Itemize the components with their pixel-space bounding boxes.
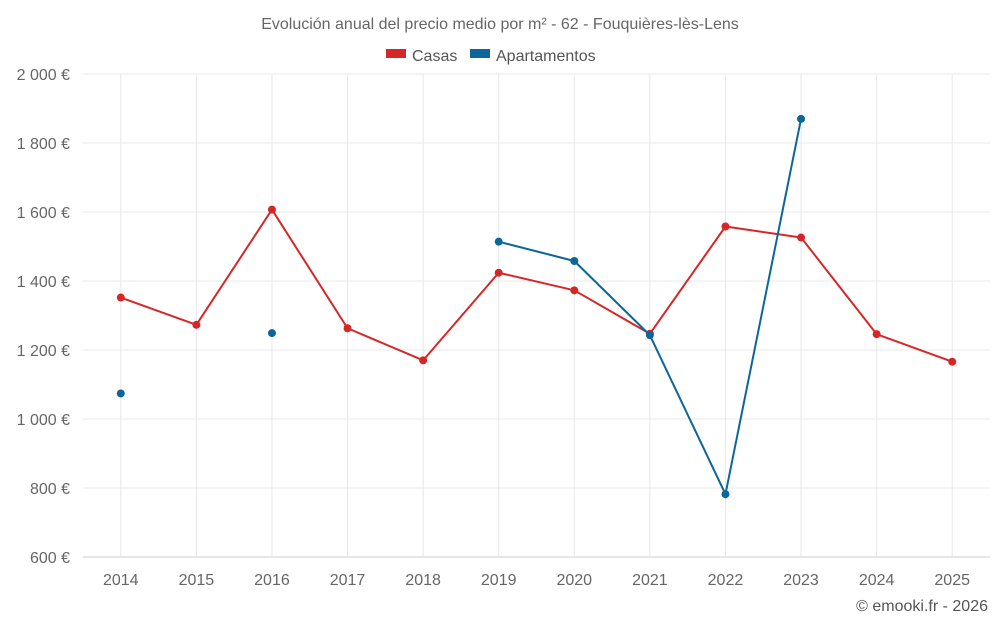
x-tick-label: 2024 [859, 572, 895, 589]
legend-swatch-apartamentos [470, 49, 490, 58]
legend-swatch-casas [386, 49, 406, 58]
data-point-apartamentos-2020[interactable] [570, 256, 579, 265]
series-line-segment-apartamentos [648, 334, 727, 495]
data-point-casas-2022[interactable] [721, 222, 730, 231]
series-layer [116, 114, 957, 499]
data-point-casas-2020[interactable] [570, 286, 579, 295]
data-point-casas-2015[interactable] [192, 320, 201, 329]
x-tick-label: 2021 [632, 572, 668, 589]
series-line-segment-apartamentos [573, 260, 651, 336]
data-point-apartamentos-2021[interactable] [645, 331, 654, 340]
y-axis-ticks: 600 € 800 € 1 000 € 1 200 € 1 400 € 1 600 € 1 … [17, 67, 70, 567]
series-line-segment-apartamentos [498, 240, 575, 262]
series-line-segment-casas [195, 209, 273, 326]
legend: Casas Apartamentos [386, 48, 596, 65]
series-line-segment-casas [271, 209, 349, 329]
credit-text: © emooki.fr - 2026 [856, 598, 988, 615]
x-tick-label: 2019 [481, 572, 517, 589]
y-tick-label: 1 000 € [17, 412, 70, 429]
grid [83, 73, 990, 558]
series-line-segment-casas [876, 333, 953, 363]
legend-label-apartamentos: Apartamentos [496, 48, 596, 65]
series-line-segment-casas [498, 271, 575, 292]
series-casas [116, 205, 957, 366]
series-line-segment-casas [120, 296, 197, 326]
x-tick-label: 2023 [783, 572, 819, 589]
series-line-segment-casas [649, 225, 727, 335]
series-line-segment-casas [422, 272, 500, 362]
data-point-casas-2019[interactable] [494, 268, 503, 277]
x-tick-label: 2018 [405, 572, 441, 589]
data-point-casas-2017[interactable] [343, 324, 352, 333]
data-point-casas-2025[interactable] [948, 357, 957, 366]
data-point-apartamentos-2023[interactable] [797, 114, 806, 123]
data-point-casas-2014[interactable] [116, 293, 125, 302]
chart-title: Evolución anual del precio medio por m² … [261, 16, 739, 33]
data-point-casas-2018[interactable] [419, 356, 428, 365]
x-tick-label: 2016 [254, 572, 290, 589]
data-point-apartamentos-2019[interactable] [494, 237, 503, 246]
x-tick-label: 2020 [556, 572, 592, 589]
series-line-segment-apartamentos [724, 118, 803, 495]
data-point-apartamentos-2014[interactable] [116, 389, 125, 398]
x-tick-label: 2017 [330, 572, 366, 589]
series-apartamentos [116, 114, 806, 499]
data-point-casas-2016[interactable] [267, 205, 276, 214]
data-point-apartamentos-2016[interactable] [267, 329, 276, 338]
series-line-segment-casas [800, 236, 878, 335]
y-tick-label: 1 600 € [17, 205, 70, 222]
x-tick-label: 2025 [934, 572, 970, 589]
data-point-casas-2024[interactable] [872, 330, 881, 339]
legend-label-casas: Casas [412, 48, 457, 65]
y-tick-label: 1 800 € [17, 136, 70, 153]
data-point-apartamentos-2022[interactable] [721, 490, 730, 499]
series-line-segment-casas [573, 289, 651, 335]
y-tick-label: 1 400 € [17, 274, 70, 291]
x-axis-ticks: 2014 2015 2016 2017 2018 2019 2020 2021 2022 2023… [103, 572, 970, 589]
data-point-casas-2023[interactable] [797, 233, 806, 242]
x-tick-label: 2022 [708, 572, 744, 589]
x-tick-label: 2014 [103, 572, 139, 589]
x-tick-label: 2015 [179, 572, 215, 589]
series-line-segment-casas [347, 327, 424, 362]
y-tick-label: 800 € [30, 481, 70, 498]
y-tick-label: 1 200 € [17, 343, 70, 360]
y-tick-label: 600 € [30, 550, 70, 567]
y-tick-label: 2 000 € [17, 67, 70, 84]
series-line-segment-casas [725, 225, 802, 239]
